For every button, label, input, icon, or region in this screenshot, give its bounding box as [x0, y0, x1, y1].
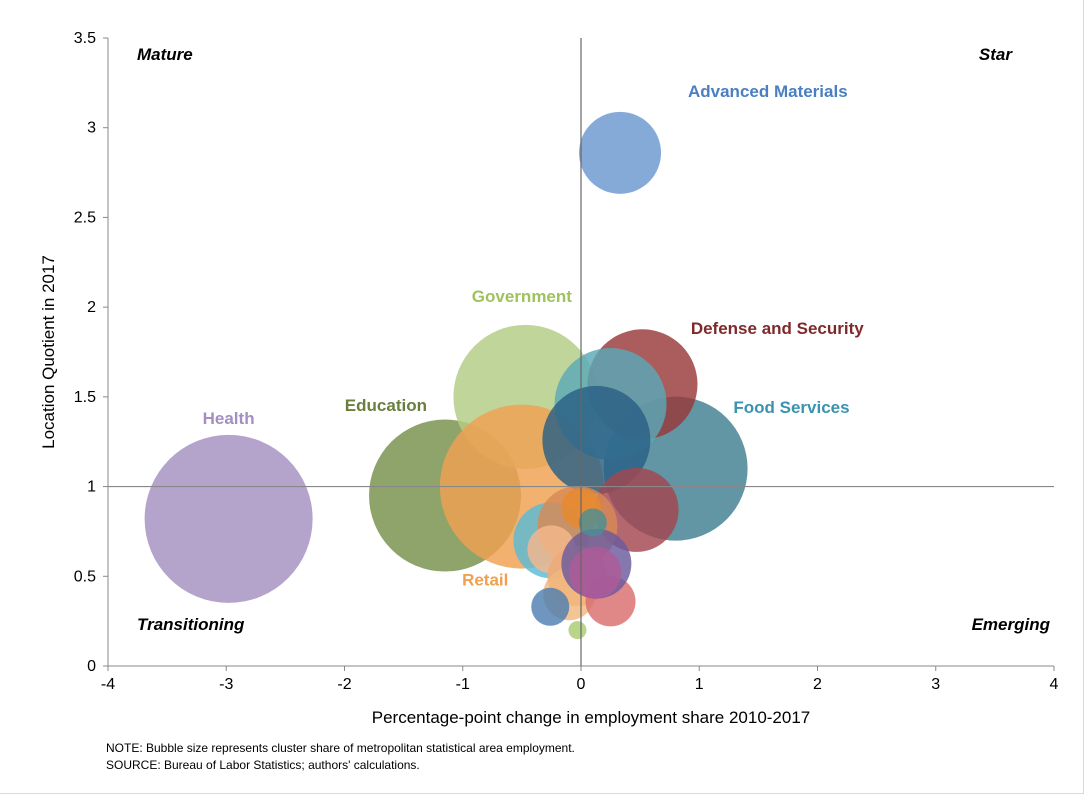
chart-source: SOURCE: Bureau of Labor Statistics; auth… — [106, 758, 420, 772]
cluster-20-bubble — [578, 508, 607, 537]
cluster-21-bubble — [568, 621, 587, 640]
cluster-8-bubble — [542, 385, 651, 494]
y-tick-label: 3.5 — [74, 30, 96, 47]
x-tick-label: 1 — [695, 676, 704, 693]
y-axis-title: Location Quotient in 2017 — [39, 255, 58, 449]
x-tick-label: -2 — [337, 676, 351, 693]
x-tick-label: -4 — [101, 676, 115, 693]
cluster-19-bubble — [531, 587, 570, 626]
y-tick-label: 1.5 — [74, 389, 96, 406]
health-bubble — [144, 434, 313, 603]
x-tick-label: 3 — [931, 676, 940, 693]
y-tick-label: 2 — [87, 299, 96, 316]
y-tick-label: 0 — [87, 658, 96, 675]
cluster-18-bubble — [569, 546, 622, 599]
defense-and-security-label: Defense and Security — [691, 319, 864, 338]
education-label: Education — [345, 396, 427, 415]
y-tick-label: 0.5 — [74, 568, 96, 585]
bubble-chart: -4 -3 -2 -1 0 1 2 3 4 0 0.5 1 1.5 2 2.5 3 3.5 Percentage-… — [39, 30, 1059, 727]
health-label: Health — [203, 409, 255, 428]
advanced-materials-bubble — [579, 111, 662, 194]
y-tick-label: 3 — [87, 120, 96, 137]
y-tick-label: 2.5 — [74, 209, 96, 226]
food-services-label: Food Services — [733, 398, 849, 417]
x-tick-label: 4 — [1050, 676, 1059, 693]
advanced-materials-label: Advanced Materials — [688, 82, 848, 101]
x-tick-label: -1 — [456, 676, 470, 693]
chart-note: NOTE: Bubble size represents cluster sha… — [106, 741, 575, 755]
label-layer: Mature Star Transitioning Emerging Health Edu… — [137, 45, 1051, 634]
quadrant-label-mature: Mature — [137, 45, 193, 64]
x-tick-label: -3 — [219, 676, 233, 693]
quadrant-label-star: Star — [979, 45, 1013, 64]
x-tick-label: 0 — [577, 676, 586, 693]
axes-layer: -4 -3 -2 -1 0 1 2 3 4 0 0.5 1 1.5 2 2.5 3 3.5 Percentage-… — [39, 30, 1059, 727]
x-tick-label: 2 — [813, 676, 822, 693]
bubble-layer — [144, 111, 748, 640]
x-axis-title: Percentage-point change in employment sh… — [372, 708, 811, 727]
y-tick-label: 1 — [87, 479, 96, 496]
government-label: Government — [472, 287, 572, 306]
retail-label: Retail — [462, 570, 508, 589]
quadrant-label-emerging: Emerging — [972, 615, 1051, 634]
quadrant-label-transitioning: Transitioning — [137, 615, 245, 634]
